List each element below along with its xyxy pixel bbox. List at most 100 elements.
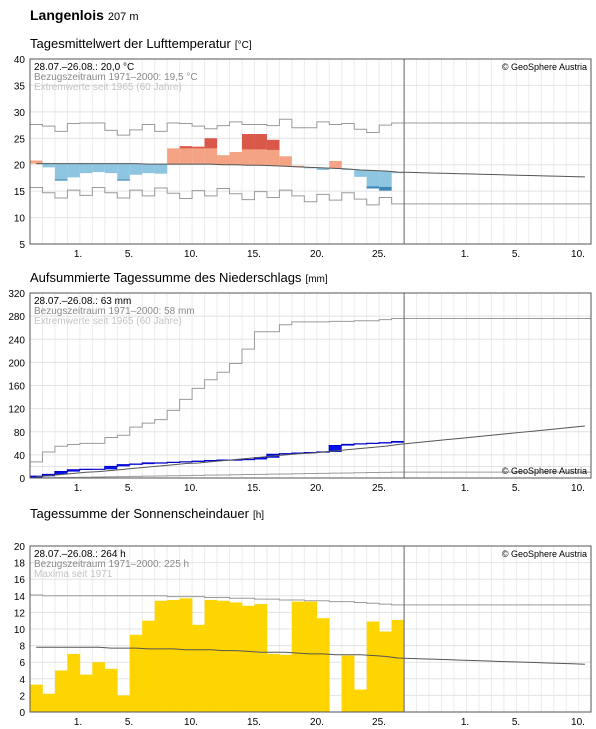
info-line: Bezugszeitraum 1971–2000: 58 mm: [34, 306, 195, 317]
chart-title: Tagessumme der Sonnenscheindauer: [30, 506, 250, 521]
x-tick-label: 20.: [310, 717, 324, 728]
x-tick-label: 15.: [247, 249, 261, 260]
x-tick-label: 20.: [310, 249, 324, 260]
temperature-bar: [30, 160, 43, 164]
extreme-line: [30, 594, 591, 606]
precipitation-difference: [129, 464, 143, 469]
y-tick-label: 25: [14, 134, 26, 145]
sunshine-bar: [217, 600, 230, 712]
x-tick-label: 5.: [125, 483, 133, 494]
x-tick-label: 5.: [512, 717, 520, 728]
x-tick-label: 1.: [461, 483, 469, 494]
y-tick-label: 280: [8, 312, 25, 323]
temperature-bar: [154, 164, 168, 174]
chart-unit: [°C]: [235, 40, 252, 51]
copyright: © GeoSphere Austria: [502, 549, 587, 559]
y-tick-label: 120: [8, 405, 25, 416]
y-tick-label: 14: [14, 592, 26, 603]
sunshine-bar: [30, 684, 43, 712]
x-tick-label: 25.: [372, 249, 386, 260]
x-tick-label: 1.: [461, 249, 469, 260]
info-line: 28.07.–26.08.: 20,0 °C: [34, 62, 134, 73]
temperature-bar-extreme: [266, 139, 280, 150]
precipitation-difference: [192, 461, 205, 463]
sunshine-bar: [54, 670, 68, 712]
chart-panel-precipitation: Aufsummierte Tagessumme des Niederschlag…: [8, 270, 592, 494]
sunshine-bar: [79, 674, 93, 712]
y-tick-label: 35: [14, 81, 26, 92]
temperature-bar-extreme: [379, 186, 392, 191]
copyright: © GeoSphere Austria: [502, 62, 587, 72]
plot-frame: [29, 292, 592, 479]
temperature-bar-extreme: [117, 179, 130, 181]
temperature-bar: [42, 163, 55, 168]
sunshine-bar: [391, 619, 405, 712]
y-tick-label: 240: [8, 335, 25, 346]
temperature-bar: [279, 156, 292, 167]
copyright: © GeoSphere Austria: [502, 466, 587, 476]
temperature-bar: [229, 152, 242, 165]
y-tick-label: 200: [8, 358, 25, 369]
x-tick-label: 25.: [372, 483, 386, 494]
precipitation-daily: [329, 445, 342, 452]
y-tick-label: 160: [8, 382, 25, 393]
precipitation-daily: [104, 466, 118, 470]
sunshine-bar: [279, 654, 293, 712]
x-tick-label: 5.: [512, 249, 520, 260]
info-line: Extremwerte seit 1965 (60 Jahre): [34, 82, 182, 93]
temperature-bar-extreme: [204, 138, 218, 149]
sunshine-bar: [291, 601, 305, 712]
sunshine-bar: [117, 695, 131, 712]
extreme-min-line: [30, 186, 591, 206]
temperature-bar: [117, 163, 130, 181]
precipitation-difference: [142, 462, 155, 468]
temperature-bar: [316, 167, 330, 170]
sunshine-bar: [254, 604, 268, 712]
sunshine-bar: [316, 618, 330, 712]
x-tick-label: 10.: [571, 249, 585, 260]
chart-panel-temperature: Tagesmittelwert der Lufttemperatur [°C] 5 1…: [14, 36, 592, 260]
x-tick-label: 5.: [125, 717, 133, 728]
y-tick-label: 0: [19, 708, 25, 719]
x-tick-label: 15.: [247, 483, 261, 494]
station-elevation: 207 m: [108, 11, 139, 23]
y-tick-label: 10: [14, 214, 26, 225]
y-tick-label: 40: [14, 451, 26, 462]
sunshine-bar: [241, 605, 255, 712]
y-tick-label: 8: [19, 642, 25, 653]
sunshine-bar: [142, 620, 155, 712]
sunshine-bar: [366, 621, 380, 712]
chart-panel-sunshine: Tagessumme der Sonnenscheindauer [h] 0 2 4 6 8…: [14, 506, 592, 728]
y-tick-label: 0: [19, 474, 25, 485]
precipitation-daily: [254, 457, 267, 460]
sunshine-bar: [204, 599, 218, 712]
precipitation-difference: [92, 469, 105, 472]
temperature-bar: [354, 170, 367, 177]
x-tick-label: 1.: [74, 483, 82, 494]
x-tick-label: 10.: [184, 249, 198, 260]
y-tick-label: 20: [14, 161, 26, 172]
sunshine-bar: [42, 693, 56, 712]
x-tick-label: 15.: [247, 717, 261, 728]
x-tick-label: 10.: [571, 717, 585, 728]
precipitation-difference: [167, 462, 180, 465]
precipitation-cumulative-line: [30, 440, 405, 477]
y-tick-label: 18: [14, 559, 26, 570]
precipitation-difference: [354, 443, 367, 449]
temperature-bar: [67, 163, 80, 178]
precipitation-daily: [67, 469, 80, 472]
precipitation-difference: [341, 444, 355, 450]
reference-line: [36, 646, 585, 665]
y-tick-label: 6: [19, 658, 25, 669]
y-tick-label: 30: [14, 108, 26, 119]
chart-title: Tagesmittelwert der Lufttemperatur: [30, 36, 232, 51]
temperature-bar: [217, 155, 230, 165]
x-tick-label: 10.: [184, 483, 198, 494]
temperature-bar: [291, 165, 305, 167]
temperature-bar: [79, 163, 93, 174]
sunshine-bar: [129, 634, 143, 712]
y-tick-label: 2: [19, 691, 25, 702]
sunshine-bar: [67, 653, 81, 712]
y-tick-label: 15: [14, 187, 26, 198]
